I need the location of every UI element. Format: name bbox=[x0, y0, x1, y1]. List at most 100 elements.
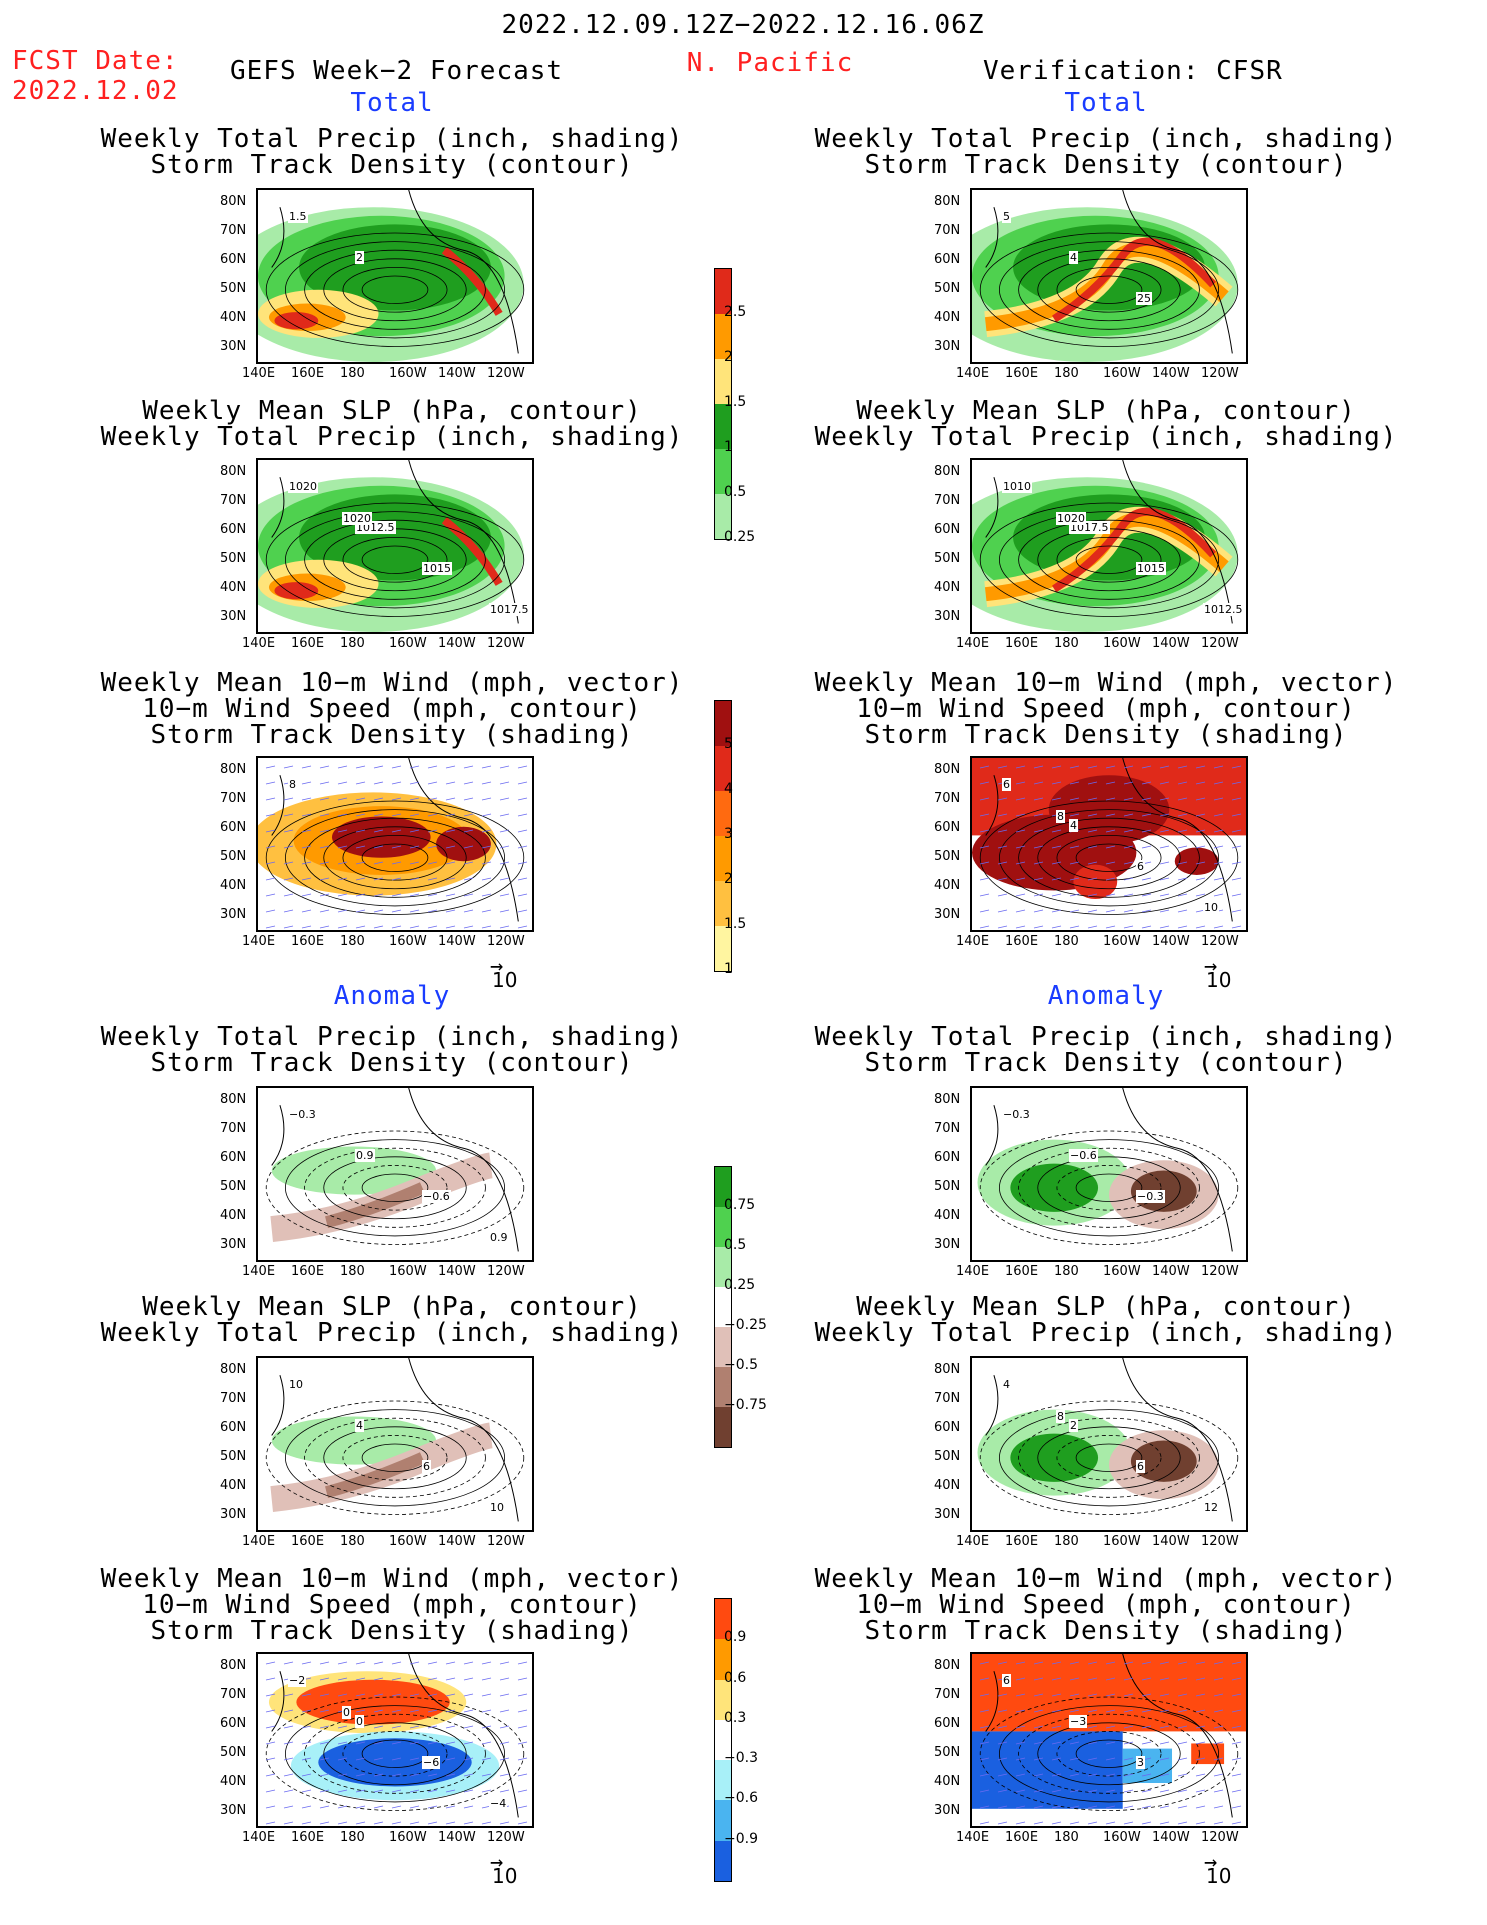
lat-tick-label: 70N bbox=[934, 1121, 961, 1136]
colorbar-segment bbox=[715, 404, 731, 449]
lat-tick-label: 50N bbox=[934, 551, 961, 566]
lon-tick-label: 140W bbox=[1152, 1264, 1190, 1279]
verification-anom-slp-field bbox=[977, 1358, 1239, 1522]
lon-tick-label: 140E bbox=[956, 366, 990, 381]
lat-tick-label: 60N bbox=[934, 522, 961, 537]
contour-label: 4 bbox=[1069, 819, 1078, 832]
colorbar-segment bbox=[715, 1679, 731, 1720]
lat-tick-label: 40N bbox=[220, 878, 247, 893]
verification-anom-wind-title-line-3: Storm Track Density (shading) bbox=[864, 1616, 1348, 1646]
lon-tick-label: 140W bbox=[438, 366, 476, 381]
verification-anom-precip-title-line-1: Weekly Total Precip (inch, shading) bbox=[814, 1022, 1398, 1052]
colorbar-segment bbox=[715, 359, 731, 404]
colorbar-segment bbox=[715, 1247, 731, 1287]
contour-label: 0 bbox=[342, 1706, 351, 1719]
lat-tick-label: 30N bbox=[934, 609, 961, 624]
lat-tick-label: 70N bbox=[220, 1391, 247, 1406]
colorbar-label: 0.6 bbox=[724, 1669, 747, 1686]
contour-label: −0.3 bbox=[1136, 1190, 1165, 1203]
lon-tick-label: 160W bbox=[1103, 934, 1141, 949]
colorbar-label: 0.5 bbox=[724, 1237, 747, 1253]
lon-tick-label: 160E bbox=[1005, 1830, 1039, 1845]
lon-tick-label: 140W bbox=[438, 1534, 476, 1549]
contour-label: −0.3 bbox=[1002, 1108, 1031, 1121]
lat-tick-label: 30N bbox=[934, 1507, 961, 1522]
lon-tick-label: 140W bbox=[1152, 934, 1190, 949]
lat-tick-label: 80N bbox=[934, 194, 961, 209]
contour-label: 0.9 bbox=[489, 1231, 509, 1244]
forecast-anom-wind-map: −2 0 −6 −4 0 bbox=[256, 1652, 534, 1828]
verification-anom-wind-title-line-2: 10−m Wind Speed (mph, contour) bbox=[856, 1590, 1356, 1620]
colorbar-segment bbox=[715, 836, 731, 881]
contour-label: 6 bbox=[1002, 778, 1011, 791]
colorbar-label: 0.25 bbox=[724, 529, 756, 545]
vector-reference-value: 10 bbox=[1206, 1864, 1232, 1888]
contour-label: 5 bbox=[1002, 210, 1011, 223]
colorbar-label: 1.5 bbox=[724, 394, 747, 410]
lon-tick-label: 180 bbox=[1054, 366, 1079, 381]
colorbar-segment bbox=[715, 314, 731, 359]
lat-tick-label: 30N bbox=[220, 609, 247, 624]
lon-tick-label: 180 bbox=[1054, 934, 1079, 949]
lat-tick-label: 60N bbox=[220, 1150, 247, 1165]
contour-label: 4 bbox=[1069, 251, 1078, 264]
contour-label: 8 bbox=[288, 778, 297, 791]
verification-total-wind-field bbox=[972, 758, 1246, 929]
colorbar-segment bbox=[715, 269, 731, 314]
lon-tick-label: 160W bbox=[389, 1534, 427, 1549]
contour-label: 0 bbox=[355, 1715, 364, 1728]
colorbar-segment bbox=[715, 1639, 731, 1680]
colorbar-std_anom bbox=[714, 1598, 732, 1882]
forecast-total-wind-title-line-1: Weekly Mean 10−m Wind (mph, vector) bbox=[100, 668, 684, 698]
lon-tick-label: 180 bbox=[1054, 1830, 1079, 1845]
lat-tick-label: 30N bbox=[934, 1803, 961, 1818]
vector-reference-arrow: → bbox=[490, 954, 504, 979]
lon-tick-label: 160E bbox=[291, 636, 325, 651]
lon-tick-label: 160E bbox=[1005, 934, 1039, 949]
contour-label: 1020 bbox=[342, 512, 372, 525]
contour-label: 4 bbox=[1002, 1378, 1011, 1391]
colorbar-segment bbox=[715, 791, 731, 836]
lon-tick-label: 160W bbox=[389, 366, 427, 381]
forecast-anom-slp-map: 10 4 6 10 bbox=[256, 1356, 534, 1532]
lon-tick-label: 140W bbox=[438, 1830, 476, 1845]
contour-label: 6 bbox=[1002, 1674, 1011, 1687]
colorbar-label: 1.5 bbox=[724, 916, 747, 932]
contour-label: 1017.5 bbox=[489, 603, 530, 616]
lat-tick-label: 50N bbox=[220, 551, 247, 566]
lat-tick-label: 50N bbox=[220, 849, 247, 864]
contour-label: 25 bbox=[1136, 292, 1152, 305]
lon-tick-label: 140E bbox=[242, 1264, 276, 1279]
lon-tick-label: 160W bbox=[1103, 636, 1141, 651]
contour-label: 6 bbox=[1136, 1460, 1145, 1473]
lat-tick-label: 70N bbox=[220, 223, 247, 238]
lon-tick-label: 120W bbox=[487, 934, 525, 949]
forecast-anom-wind-title-line-2: 10−m Wind Speed (mph, contour) bbox=[142, 1590, 642, 1620]
lon-tick-label: 140W bbox=[1152, 1534, 1190, 1549]
lat-tick-label: 30N bbox=[220, 1803, 247, 1818]
colorbar-segment bbox=[715, 1407, 731, 1447]
colorbar-label: −0.25 bbox=[724, 1317, 767, 1333]
contour-label: 6 bbox=[1136, 860, 1145, 873]
lat-tick-label: 30N bbox=[934, 339, 961, 354]
lat-tick-label: 80N bbox=[220, 1092, 247, 1107]
lat-tick-label: 50N bbox=[220, 281, 247, 296]
contour-label: 1015 bbox=[422, 562, 452, 575]
lat-tick-label: 50N bbox=[220, 1449, 247, 1464]
lat-tick-label: 50N bbox=[934, 1179, 961, 1194]
verification-total-wind-title-line-3: Storm Track Density (shading) bbox=[864, 720, 1348, 750]
lon-tick-label: 160E bbox=[1005, 1534, 1039, 1549]
forecast-anom-precip-title-line-2: Storm Track Density (contour) bbox=[150, 1048, 634, 1078]
colorbar-label: 1 bbox=[724, 961, 733, 977]
lon-tick-label: 140E bbox=[956, 1264, 990, 1279]
forecast-total-precip-title-line-2: Storm Track Density (contour) bbox=[150, 150, 634, 180]
contour-label: 8 bbox=[1056, 1410, 1065, 1423]
forecast-total-wind-title-line-3: Storm Track Density (shading) bbox=[150, 720, 634, 750]
verification-total-precip-field bbox=[972, 190, 1239, 362]
forecast-total-slp-title-line-2: Weekly Total Precip (inch, shading) bbox=[100, 422, 684, 452]
lon-tick-label: 140W bbox=[1152, 366, 1190, 381]
lon-tick-label: 160E bbox=[1005, 1264, 1039, 1279]
lat-tick-label: 80N bbox=[934, 1658, 961, 1673]
colorbar-label: −0.6 bbox=[724, 1790, 758, 1807]
verification-total-slp-map: 1010 1017.5 1015 1012.5 1020 bbox=[970, 458, 1248, 634]
